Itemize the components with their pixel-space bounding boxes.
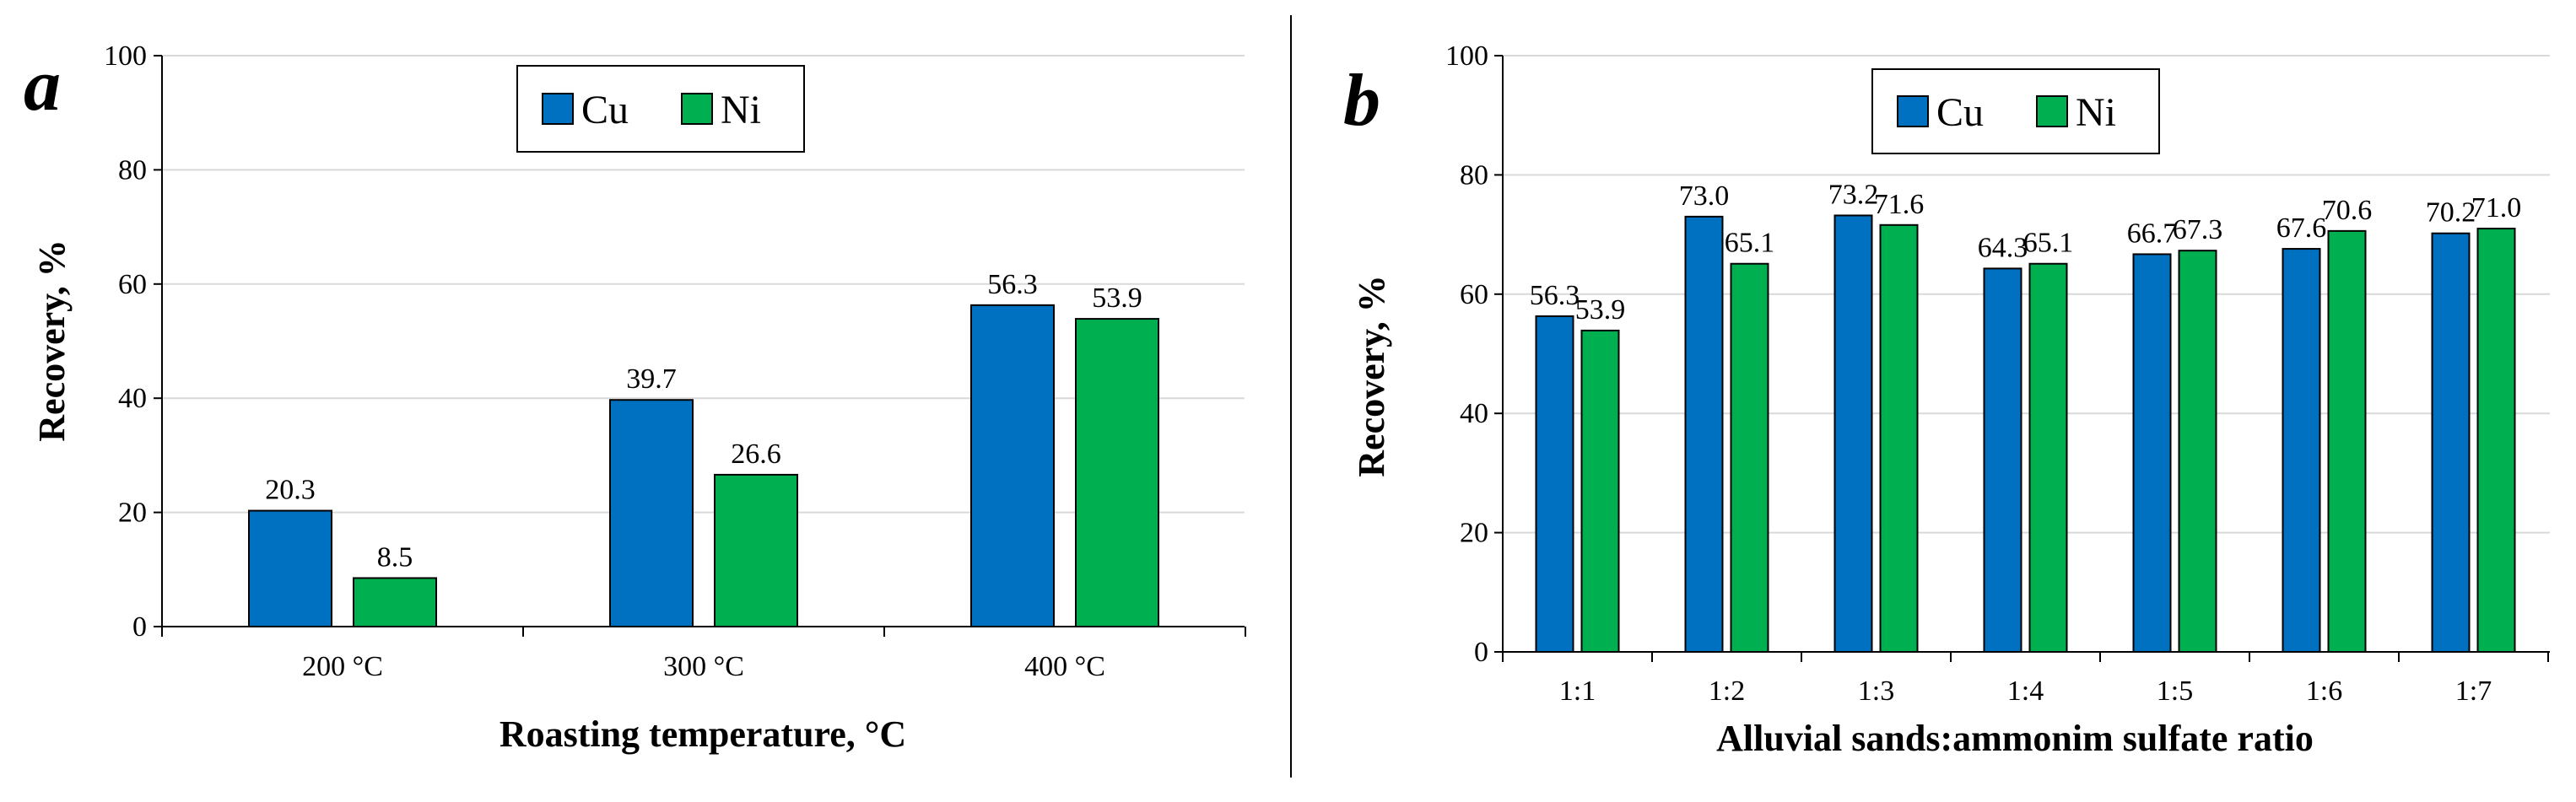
y-tick-label: 20 bbox=[118, 498, 147, 529]
data-label-cu-2: 73.0 bbox=[1679, 180, 1730, 212]
data-label-cu-4: 64.3 bbox=[1978, 232, 2028, 263]
legend-label-ni: Ni bbox=[2076, 90, 2116, 135]
data-label-ni-2: 65.1 bbox=[1725, 228, 1775, 259]
bar-cu-2 bbox=[1684, 215, 1724, 653]
chart-b: 02040608010056.353.91:173.065.11:273.271… bbox=[1343, 40, 2550, 759]
data-label-cu-3: 73.2 bbox=[1828, 179, 1879, 210]
x-tick-label: 1:1 bbox=[1559, 676, 1596, 707]
bar-ni-2 bbox=[1730, 262, 1769, 653]
bar-ni-3 bbox=[1075, 318, 1159, 627]
legend-label-cu: Cu bbox=[581, 88, 629, 132]
bar-cu-6 bbox=[2282, 248, 2321, 653]
x-tick-label: 1:6 bbox=[2306, 676, 2342, 707]
y-axis-title: Recovery, % bbox=[31, 240, 73, 441]
data-label-cu-2: 39.7 bbox=[626, 363, 677, 395]
bar-cu-7 bbox=[2431, 232, 2471, 653]
chart-a: 0 20 40 60 80 100 20.3 8.5 200 °C 39.7 26.6 300 °C 5… bbox=[24, 40, 1246, 755]
data-label-cu-6: 67.6 bbox=[2276, 213, 2327, 244]
bar-cu-2 bbox=[609, 399, 694, 627]
y-tick-label: 100 bbox=[104, 40, 147, 72]
data-label-cu-5: 66.7 bbox=[2127, 218, 2178, 249]
data-label-cu-3: 56.3 bbox=[987, 269, 1038, 300]
bar-ni-2 bbox=[714, 473, 798, 628]
legend-label-ni: Ni bbox=[721, 88, 761, 132]
panel-label: b bbox=[1343, 60, 1380, 142]
bar-ni-5 bbox=[2178, 250, 2217, 653]
y-tick-label: 60 bbox=[118, 269, 147, 300]
x-tick-label: 200 °C bbox=[302, 651, 383, 682]
y-tick-label: 60 bbox=[1460, 279, 1488, 310]
data-label-ni-6: 70.6 bbox=[2322, 195, 2373, 226]
y-tick-label: 20 bbox=[1460, 518, 1488, 549]
bar-cu-1 bbox=[1535, 315, 1574, 653]
legend-swatch-cu bbox=[1897, 95, 1929, 127]
bar-ni-4 bbox=[2028, 262, 2068, 653]
y-axis-title: Recovery, % bbox=[1351, 275, 1392, 476]
data-label-ni-2: 26.6 bbox=[731, 439, 781, 470]
data-label-ni-1: 53.9 bbox=[1575, 294, 1626, 326]
y-tick-label: 80 bbox=[118, 154, 147, 186]
data-label-ni-3: 71.6 bbox=[1874, 189, 1925, 220]
y-tick-label: 100 bbox=[1445, 40, 1488, 72]
data-label-ni-7: 71.0 bbox=[2471, 192, 2522, 223]
y-tick-label: 0 bbox=[132, 611, 147, 643]
x-tick-label: 300 °C bbox=[663, 651, 744, 682]
bar-cu-3 bbox=[1833, 214, 1873, 653]
bar-cu-5 bbox=[2132, 253, 2172, 653]
legend: Cu Ni bbox=[1871, 68, 2160, 154]
panel-label: a bbox=[24, 45, 61, 126]
y-tick-label: 80 bbox=[1460, 159, 1488, 191]
bar-ni-7 bbox=[2476, 228, 2516, 653]
bar-cu-1 bbox=[248, 509, 332, 627]
x-tick-label: 1:3 bbox=[1858, 676, 1894, 707]
x-tick-label: 1:5 bbox=[2157, 676, 2193, 707]
bar-ni-3 bbox=[1879, 223, 1919, 653]
bar-ni-1 bbox=[1580, 329, 1620, 653]
legend-label-cu: Cu bbox=[1936, 90, 1984, 135]
data-label-ni-4: 65.1 bbox=[2023, 228, 2074, 259]
x-tick-label: 400 °C bbox=[1024, 651, 1105, 682]
legend-box bbox=[516, 65, 805, 153]
data-label-ni-1: 8.5 bbox=[377, 541, 413, 573]
x-tick-label: 1:4 bbox=[2007, 676, 2044, 707]
x-axis-title: Alluvial sands:ammonim sulfate ratio bbox=[1716, 718, 2314, 759]
y-tick-label: 40 bbox=[1460, 398, 1488, 429]
data-label-cu-1: 56.3 bbox=[1530, 280, 1580, 311]
bar-cu-4 bbox=[1983, 267, 2022, 653]
legend: Cu Ni bbox=[516, 65, 805, 153]
legend-swatch-cu bbox=[542, 93, 574, 125]
bar-cu-3 bbox=[970, 304, 1055, 627]
y-tick-label: 0 bbox=[1474, 637, 1488, 668]
bar-ni-6 bbox=[2327, 229, 2367, 653]
data-label-cu-7: 70.2 bbox=[2426, 197, 2476, 229]
data-label-ni-5: 67.3 bbox=[2173, 214, 2223, 245]
y-tick-label: 40 bbox=[118, 383, 147, 414]
legend-swatch-ni bbox=[681, 93, 713, 125]
x-axis-title: Roasting temperature, °C bbox=[500, 713, 906, 755]
x-tick-label: 1:7 bbox=[2455, 676, 2492, 707]
x-tick-label: 1:2 bbox=[1709, 676, 1745, 707]
data-label-cu-1: 20.3 bbox=[265, 475, 316, 506]
data-label-ni-3: 53.9 bbox=[1092, 283, 1142, 314]
legend-swatch-ni bbox=[2036, 95, 2068, 127]
bar-ni-1 bbox=[353, 577, 437, 628]
